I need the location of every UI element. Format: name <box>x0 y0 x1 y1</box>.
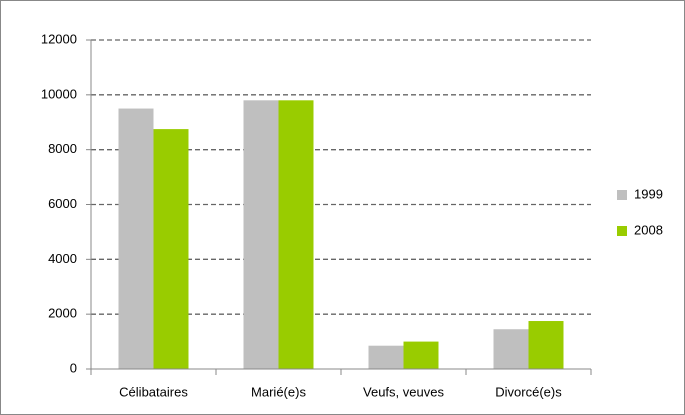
x-tick-label: Divorcé(e)s <box>495 384 562 399</box>
x-tick-label: Célibataires <box>119 384 188 399</box>
bar <box>153 129 189 369</box>
legend-label: 1999 <box>634 186 663 201</box>
y-tick-label: 10000 <box>41 86 77 101</box>
bar <box>243 100 279 370</box>
legend-swatch <box>617 226 627 236</box>
bar <box>118 108 154 370</box>
legend-swatch <box>617 190 627 200</box>
y-tick-label: 12000 <box>41 31 77 46</box>
y-tick-label: 6000 <box>48 196 77 211</box>
y-tick-label: 0 <box>70 360 77 375</box>
x-tick-label: Veufs, veuves <box>363 384 444 399</box>
y-tick-label: 8000 <box>48 141 77 156</box>
bar <box>493 329 529 369</box>
bar <box>403 341 439 369</box>
bar <box>528 321 564 369</box>
legend-label: 2008 <box>634 222 663 237</box>
bar <box>368 345 404 369</box>
x-tick-label: Marié(e)s <box>251 384 306 399</box>
bar <box>278 100 314 370</box>
y-tick-label: 4000 <box>48 251 77 266</box>
y-tick-label: 2000 <box>48 306 77 321</box>
